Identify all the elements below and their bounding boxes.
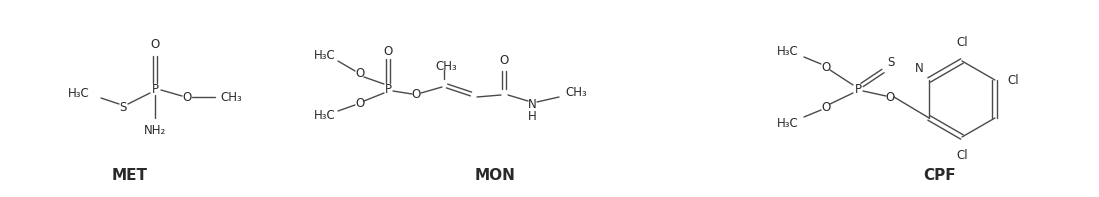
Text: N: N (528, 98, 536, 111)
Text: O: O (355, 67, 365, 80)
Text: H₃C: H₃C (777, 45, 799, 58)
Text: O: O (151, 37, 159, 50)
Text: O: O (886, 90, 895, 103)
Text: Cl: Cl (956, 36, 968, 49)
Text: H₃C: H₃C (68, 86, 90, 99)
Text: N: N (915, 62, 924, 75)
Text: NH₂: NH₂ (144, 124, 166, 137)
Text: MON: MON (475, 167, 515, 182)
Text: O: O (355, 97, 365, 110)
Text: O: O (411, 87, 421, 100)
Text: O: O (499, 54, 509, 67)
Text: O: O (821, 60, 831, 73)
Text: Cl: Cl (1007, 73, 1019, 86)
Text: P: P (855, 83, 862, 96)
Text: H₃C: H₃C (314, 109, 336, 122)
Text: O: O (384, 45, 392, 58)
Text: CPF: CPF (923, 167, 956, 182)
Text: P: P (152, 83, 158, 96)
Text: O: O (821, 100, 831, 113)
Text: P: P (385, 83, 391, 96)
Text: MET: MET (112, 167, 148, 182)
Text: Cl: Cl (956, 149, 968, 162)
Text: S: S (887, 56, 895, 69)
Text: H: H (528, 110, 536, 123)
Text: CH₃: CH₃ (565, 85, 587, 98)
Text: CH₃: CH₃ (435, 59, 457, 72)
Text: S: S (120, 100, 126, 113)
Text: O: O (182, 90, 191, 103)
Text: H₃C: H₃C (777, 116, 799, 129)
Text: H₃C: H₃C (314, 48, 336, 61)
Text: CH₃: CH₃ (220, 90, 242, 103)
